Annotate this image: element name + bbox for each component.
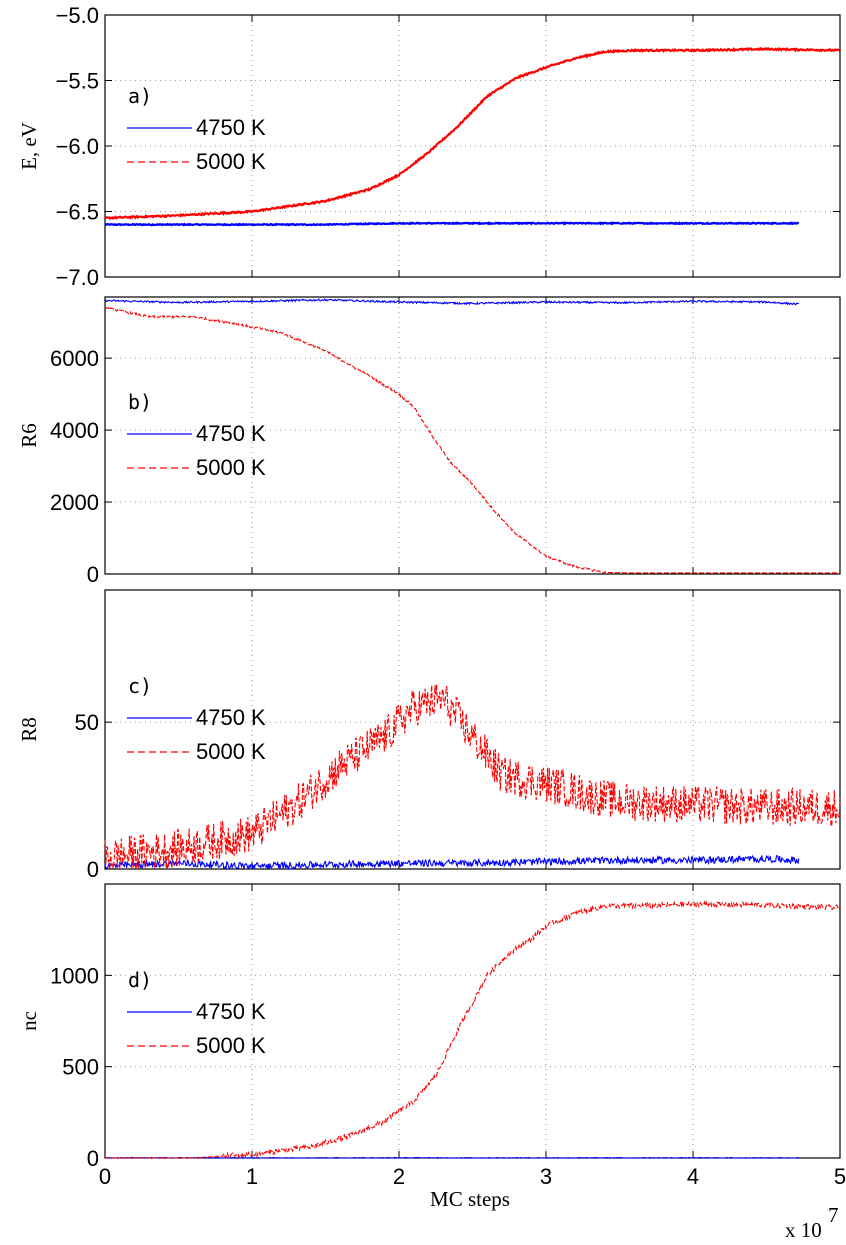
series-line-5000-k (104, 306, 840, 574)
series-line-5000-k (104, 46, 841, 221)
y-tick-label: −5.0 (56, 3, 99, 28)
y-tick-label: 2000 (50, 490, 99, 515)
axes-frame (104, 296, 841, 575)
series-line-4750-k (104, 1156, 799, 1159)
y-tick-label: −7.0 (56, 265, 99, 290)
x-axis-label: MC steps (430, 1187, 510, 1211)
y-tick-label: −5.5 (56, 69, 99, 94)
y-tick-label: −6.0 (56, 134, 99, 159)
legend-label: 4750 K (196, 421, 266, 446)
y-tick-label: 1000 (50, 963, 99, 988)
y-tick-label: 50 (75, 710, 99, 735)
series-line-4750-k (104, 854, 800, 871)
y-tick-label: −6.5 (56, 200, 99, 225)
x-tick-label: 2 (393, 1164, 405, 1189)
y-axis-label: R6 (17, 423, 41, 448)
legend-label: 4750 K (196, 999, 266, 1024)
series-line-4750-k (104, 221, 800, 227)
y-axis-label: R8 (17, 717, 41, 742)
panel-d: 0 500 1000 0 1 2 3 4 5 nc d) 4750 K 5000 K MC steps x … (17, 883, 846, 1242)
x-tick-label: 0 (99, 1164, 111, 1189)
x-multiplier-exponent: 7 (828, 1203, 839, 1227)
axes-frame (104, 589, 841, 870)
x-multiplier: x 10 (785, 1218, 822, 1242)
y-tick-label: 0 (87, 1146, 99, 1171)
legend-label: 5000 K (196, 739, 266, 764)
y-tick-label: 500 (62, 1055, 99, 1080)
series-line-5000-k (104, 900, 841, 1160)
series-line-5000-k (104, 684, 841, 870)
legend-label: 4750 K (196, 705, 266, 730)
x-tick-label: 4 (687, 1164, 699, 1189)
y-tick-label: 6000 (50, 346, 99, 371)
x-tick-label: 3 (540, 1164, 552, 1189)
x-tick-label: 1 (246, 1164, 258, 1189)
legend-label: 5000 K (196, 149, 266, 174)
panel-c: 0 50 R8 c) 4750 K 5000 K (17, 589, 841, 882)
panel-tag: d) (128, 968, 152, 992)
x-tick-label: 5 (834, 1164, 846, 1189)
y-tick-label: 0 (87, 857, 99, 882)
y-axis-label: nc (17, 1011, 41, 1031)
legend-label: 5000 K (196, 455, 266, 480)
panel-tag: b) (128, 390, 152, 414)
panel-b: 0 2000 4000 6000 R6 b) 4750 K 5000 K (17, 296, 841, 587)
panel-tag: a) (128, 84, 152, 108)
y-axis-label: E, eV (17, 122, 41, 170)
panel-a: −7.0 −6.5 −6.0 −5.5 −5.0 E, eV a) 4750 K 5000 K (17, 3, 841, 290)
y-tick-label: 4000 (50, 418, 99, 443)
y-tick-label: 0 (87, 562, 99, 587)
series-line-4750-k (104, 298, 799, 306)
legend-label: 5000 K (196, 1033, 266, 1058)
legend-label: 4750 K (196, 115, 266, 140)
panel-tag: c) (128, 674, 152, 698)
